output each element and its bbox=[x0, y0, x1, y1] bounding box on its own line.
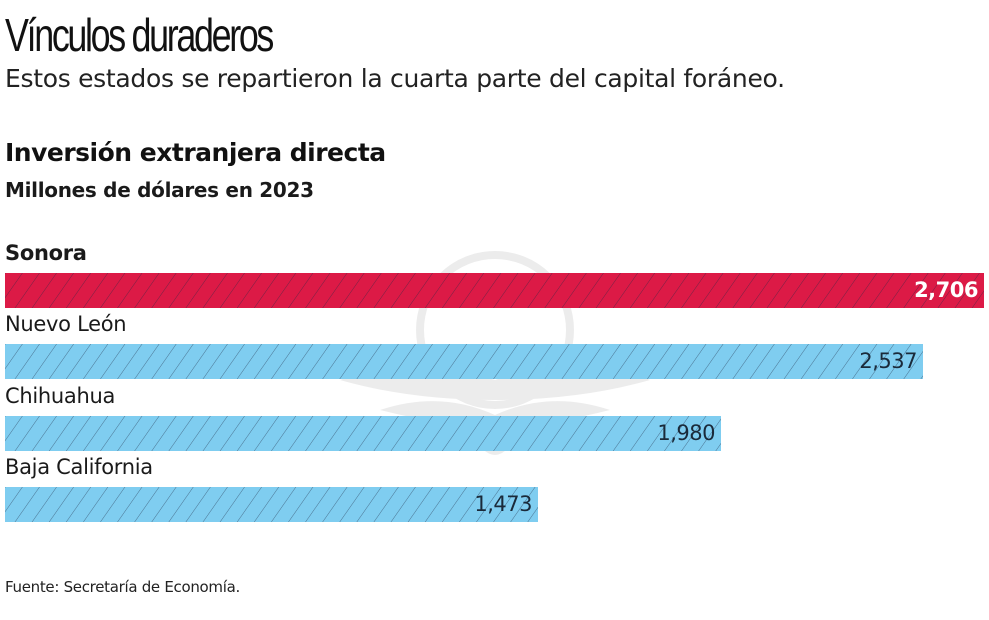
category-label: Sonora bbox=[5, 241, 87, 265]
page-subtitle: Estos estados se repartieron la cuarta p… bbox=[5, 64, 785, 93]
bar-sonora bbox=[5, 273, 984, 308]
category-label: Baja California bbox=[5, 455, 153, 479]
bar-value-label: 2,537 bbox=[859, 349, 917, 373]
bar-nuevo-leon bbox=[5, 344, 923, 379]
bar-baja-california bbox=[5, 487, 538, 522]
page-title: Vínculos duraderos bbox=[5, 9, 274, 61]
bar-value-label: 1,473 bbox=[474, 492, 532, 516]
category-label: Nuevo León bbox=[5, 312, 127, 336]
chart-subtitle: Millones de dólares en 2023 bbox=[5, 178, 314, 202]
source-note: Fuente: Secretaría de Economía. bbox=[5, 578, 240, 596]
bar-value-label: 2,706 bbox=[914, 278, 978, 302]
bar-chihuahua bbox=[5, 416, 721, 451]
bar-value-label: 1,980 bbox=[657, 421, 715, 445]
category-label: Chihuahua bbox=[5, 384, 116, 408]
chart-title: Inversión extranjera directa bbox=[5, 138, 386, 167]
